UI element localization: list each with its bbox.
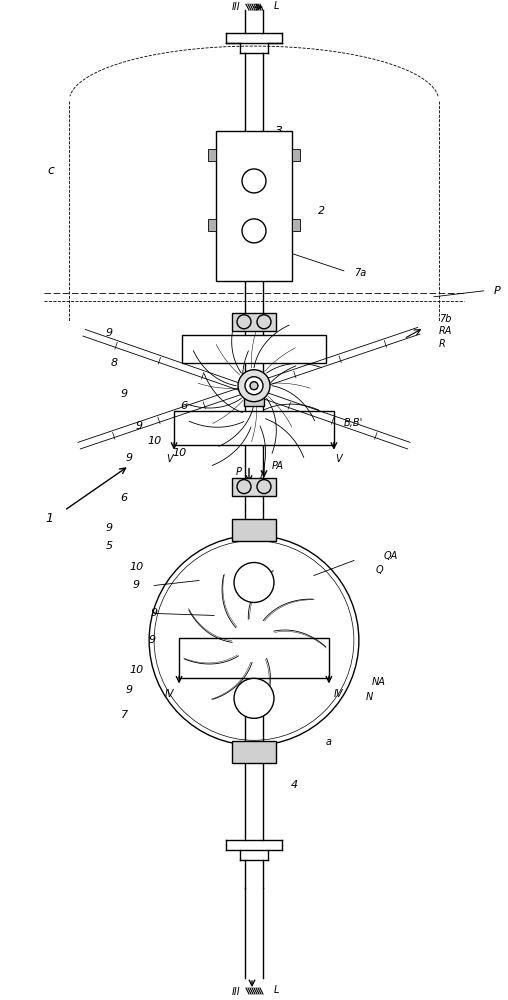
Text: 9: 9 xyxy=(136,421,143,431)
Circle shape xyxy=(242,219,266,243)
Bar xyxy=(232,519,276,541)
Text: R: R xyxy=(439,339,446,349)
Circle shape xyxy=(238,370,270,402)
Bar xyxy=(216,131,292,281)
Text: B,B': B,B' xyxy=(344,418,363,428)
Text: V: V xyxy=(336,454,342,464)
Text: 7b: 7b xyxy=(439,314,451,324)
Text: 9: 9 xyxy=(120,389,128,399)
Text: 9: 9 xyxy=(106,328,113,338)
Bar xyxy=(244,388,264,406)
Text: 10: 10 xyxy=(129,665,143,675)
Text: III: III xyxy=(232,987,240,997)
Text: 8: 8 xyxy=(111,358,118,368)
Text: 6: 6 xyxy=(180,401,187,411)
Text: a: a xyxy=(326,737,332,747)
Text: 9: 9 xyxy=(150,608,157,618)
Circle shape xyxy=(250,382,258,390)
Bar xyxy=(179,638,329,678)
Circle shape xyxy=(257,315,271,329)
Text: 7: 7 xyxy=(120,710,128,720)
Text: 9: 9 xyxy=(148,635,155,645)
Text: NA: NA xyxy=(372,677,386,687)
Text: c: c xyxy=(48,164,55,177)
Text: RA: RA xyxy=(439,326,452,336)
Text: IV: IV xyxy=(165,689,174,699)
Text: 2: 2 xyxy=(319,206,326,216)
Bar xyxy=(292,219,300,231)
Circle shape xyxy=(234,563,274,602)
Circle shape xyxy=(234,678,274,718)
Circle shape xyxy=(149,536,359,745)
Text: 10: 10 xyxy=(172,448,186,458)
Bar xyxy=(292,149,300,161)
Bar xyxy=(232,478,276,496)
Text: 6: 6 xyxy=(120,493,128,503)
Text: N: N xyxy=(366,692,373,702)
Text: V: V xyxy=(166,454,172,464)
Text: IV: IV xyxy=(334,689,343,699)
Bar xyxy=(208,149,216,161)
Circle shape xyxy=(154,541,354,740)
Text: QA: QA xyxy=(384,551,398,561)
Text: 9: 9 xyxy=(133,580,140,590)
Text: 4: 4 xyxy=(291,780,298,790)
Circle shape xyxy=(257,480,271,494)
Bar xyxy=(174,411,334,445)
Circle shape xyxy=(245,377,263,395)
Text: 10: 10 xyxy=(129,562,143,572)
Text: L: L xyxy=(273,1,279,11)
Circle shape xyxy=(242,169,266,193)
Bar xyxy=(232,313,276,331)
Text: Q: Q xyxy=(376,565,384,575)
Text: 1: 1 xyxy=(45,512,53,525)
Text: P: P xyxy=(494,286,500,296)
Bar xyxy=(182,335,326,363)
Text: L: L xyxy=(273,985,279,995)
Bar xyxy=(208,219,216,231)
Text: 9: 9 xyxy=(125,685,133,695)
Text: 7a: 7a xyxy=(354,268,366,278)
Text: 9: 9 xyxy=(106,523,113,533)
Text: III: III xyxy=(232,2,240,12)
Bar xyxy=(232,741,276,763)
Text: PA: PA xyxy=(272,461,284,471)
Text: 9: 9 xyxy=(125,453,133,463)
Text: P: P xyxy=(236,467,242,477)
Circle shape xyxy=(237,480,251,494)
Text: 3: 3 xyxy=(275,125,283,138)
Text: 10: 10 xyxy=(147,436,161,446)
Circle shape xyxy=(237,315,251,329)
Text: 5: 5 xyxy=(106,541,113,551)
